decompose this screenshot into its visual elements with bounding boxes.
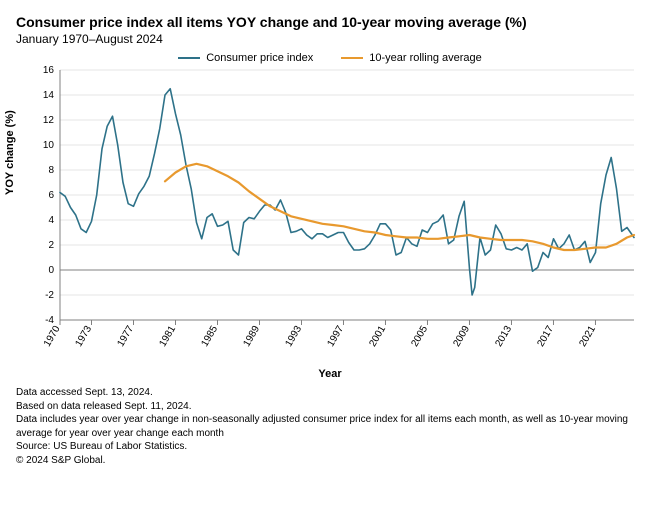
svg-text:2009: 2009 [451, 324, 472, 349]
footer-line: © 2024 S&P Global. [16, 454, 644, 468]
chart-svg: -4-2024681012141619701973197719811985198… [16, 66, 644, 366]
svg-text:2005: 2005 [409, 324, 430, 349]
svg-text:1981: 1981 [157, 324, 178, 349]
svg-text:10: 10 [43, 140, 55, 151]
footer-notes: Data accessed Sept. 13, 2024.Based on da… [16, 386, 644, 467]
svg-text:0: 0 [48, 265, 54, 276]
svg-text:1977: 1977 [115, 324, 136, 349]
svg-text:2021: 2021 [577, 324, 598, 349]
chart-subtitle: January 1970–August 2024 [16, 32, 644, 46]
legend: Consumer price index 10-year rolling ave… [16, 52, 644, 64]
legend-swatch-rolling [341, 57, 363, 59]
svg-text:2001: 2001 [367, 324, 388, 349]
legend-label: 10-year rolling average [369, 52, 482, 64]
legend-item-rolling: 10-year rolling average [341, 52, 482, 64]
svg-text:8: 8 [48, 165, 54, 176]
svg-text:12: 12 [43, 115, 55, 126]
footer-line: Based on data released Sept. 11, 2024. [16, 400, 644, 414]
svg-text:4: 4 [48, 215, 54, 226]
figure-container: { "title": "Consumer price index all ite… [0, 0, 660, 519]
footer-line: Data accessed Sept. 13, 2024. [16, 386, 644, 400]
svg-text:1970: 1970 [42, 324, 63, 349]
svg-text:14: 14 [43, 90, 55, 101]
footer-line: Data includes year over year change in n… [16, 413, 644, 440]
svg-text:6: 6 [48, 190, 54, 201]
svg-text:1989: 1989 [241, 324, 262, 349]
y-axis-label: YOY change (%) [4, 110, 16, 195]
svg-text:1993: 1993 [283, 324, 304, 349]
x-axis-label: Year [16, 368, 644, 380]
legend-swatch-cpi [178, 57, 200, 59]
legend-label: Consumer price index [206, 52, 313, 64]
legend-item-cpi: Consumer price index [178, 52, 313, 64]
chart-title: Consumer price index all items YOY chang… [16, 14, 644, 30]
svg-text:2013: 2013 [493, 324, 514, 349]
svg-text:1997: 1997 [325, 324, 346, 349]
svg-text:-2: -2 [45, 290, 54, 301]
svg-text:2: 2 [48, 240, 54, 251]
svg-text:2017: 2017 [535, 324, 556, 349]
chart-area: YOY change (%) -4-2024681012141619701973… [16, 66, 644, 380]
svg-text:1973: 1973 [73, 324, 94, 349]
svg-text:16: 16 [43, 66, 55, 76]
svg-text:1985: 1985 [199, 324, 220, 349]
footer-line: Source: US Bureau of Labor Statistics. [16, 440, 644, 454]
